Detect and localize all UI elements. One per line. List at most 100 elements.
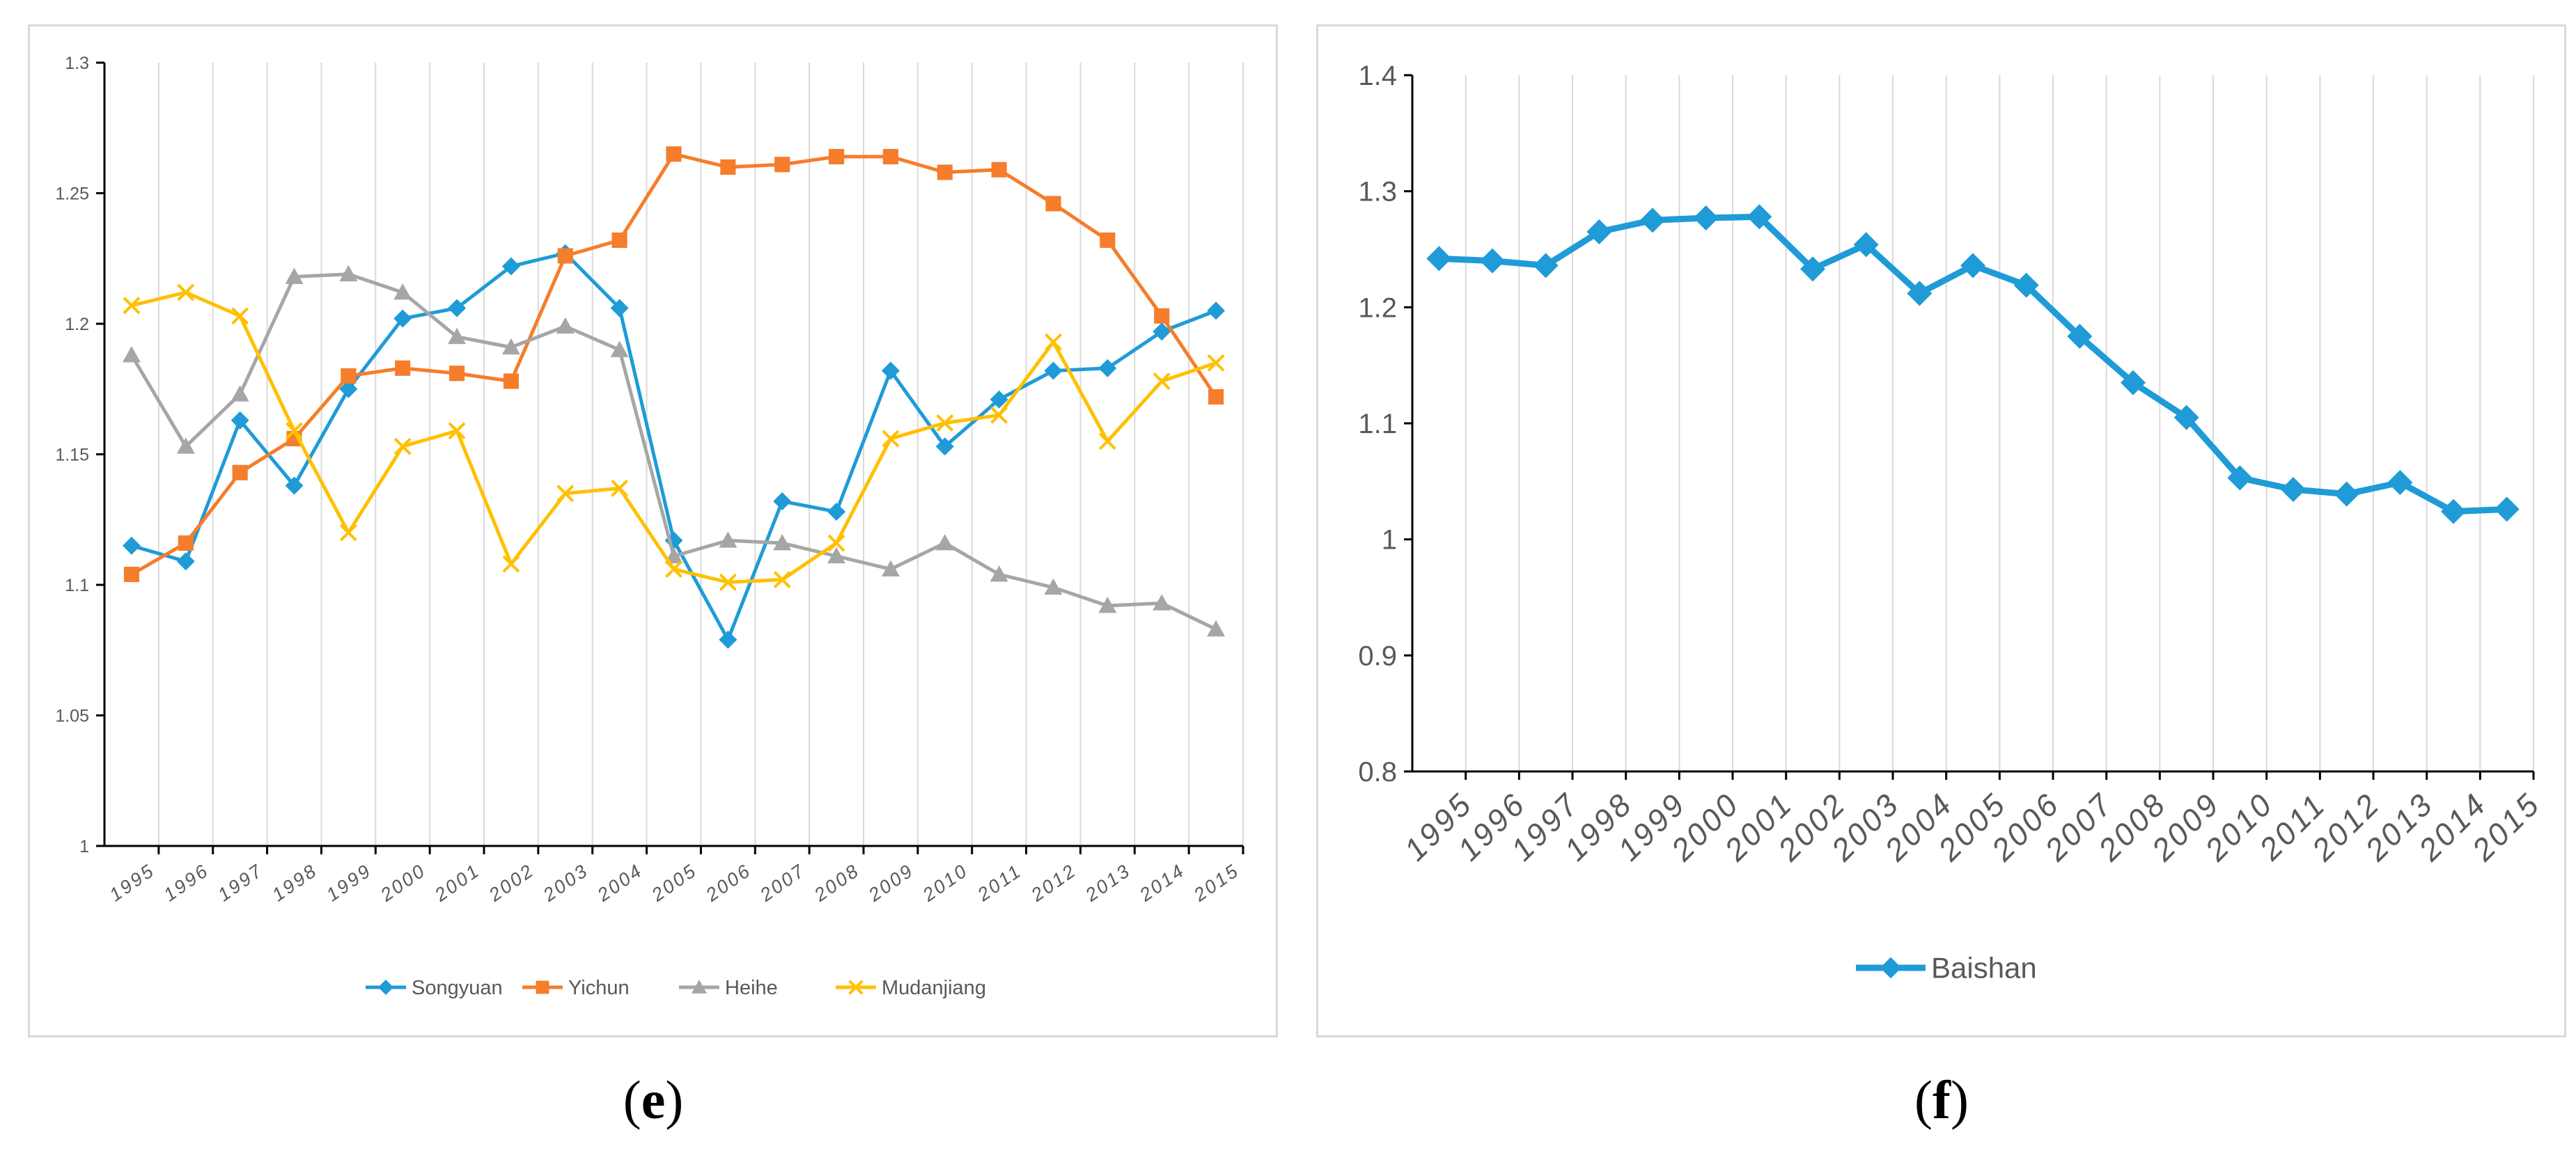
series-line bbox=[130, 272, 1218, 632]
data-point bbox=[719, 531, 737, 548]
legend-label: Yichun bbox=[568, 977, 630, 999]
data-point bbox=[501, 257, 520, 276]
data-point bbox=[2173, 405, 2199, 430]
x-tick-label: 2009 bbox=[864, 860, 918, 906]
legend-label: Songyuan bbox=[412, 977, 503, 999]
x-tick-label: 2001 bbox=[430, 860, 484, 906]
data-point bbox=[882, 148, 898, 165]
data-point bbox=[829, 148, 845, 165]
legend-label: Heihe bbox=[725, 977, 778, 999]
data-point bbox=[393, 283, 412, 300]
data-point bbox=[1044, 578, 1063, 595]
data-point bbox=[1044, 361, 1063, 380]
x-tick-label: 2014 bbox=[1135, 860, 1189, 906]
data-point bbox=[339, 379, 358, 398]
legend-marker bbox=[377, 979, 394, 996]
y-tick-label: 1.2 bbox=[65, 315, 89, 334]
x-tick-label: 2011 bbox=[973, 860, 1025, 905]
data-point bbox=[1693, 205, 1719, 230]
data-point bbox=[1154, 308, 1170, 324]
data-point bbox=[937, 164, 953, 180]
data-point bbox=[176, 437, 195, 454]
data-point bbox=[231, 307, 249, 325]
data-point bbox=[393, 309, 412, 328]
legend-label: Baishan bbox=[1931, 952, 2037, 985]
legend-marker bbox=[1880, 957, 1902, 979]
x-tick-label: 2000 bbox=[376, 860, 430, 906]
legend-item-heihe: Heihe bbox=[679, 977, 778, 999]
data-point bbox=[936, 414, 954, 432]
data-point bbox=[1045, 333, 1062, 351]
x-tick-label: 1996 bbox=[159, 860, 212, 906]
data-point bbox=[123, 566, 139, 583]
data-point bbox=[339, 524, 357, 542]
caption-e: (e) bbox=[623, 1069, 684, 1130]
data-point bbox=[341, 368, 357, 384]
x-tick-label: 1999 bbox=[322, 860, 375, 906]
data-point bbox=[2387, 470, 2413, 495]
data-point bbox=[1747, 204, 1772, 230]
data-point bbox=[1640, 207, 1665, 233]
x-tick-label: 1995 bbox=[106, 860, 159, 906]
data-point bbox=[448, 422, 466, 440]
data-point bbox=[1207, 301, 1226, 320]
y-tick-label: 1.3 bbox=[1358, 177, 1397, 207]
data-point bbox=[1907, 281, 1933, 306]
data-point bbox=[448, 299, 467, 317]
data-point bbox=[827, 547, 846, 564]
x-tick-label: 1998 bbox=[268, 860, 321, 906]
legend-item-yichun: Yichun bbox=[522, 977, 630, 999]
data-point bbox=[2334, 481, 2359, 507]
x-tick-label: 2002 bbox=[485, 860, 538, 906]
y-tick-label: 1.3 bbox=[65, 54, 89, 73]
data-point bbox=[1480, 248, 1505, 274]
data-point bbox=[719, 630, 737, 649]
data-point bbox=[232, 464, 248, 480]
x-tick-label: 2004 bbox=[593, 860, 647, 906]
data-point bbox=[881, 361, 900, 380]
data-point bbox=[1153, 594, 1171, 611]
data-point bbox=[1426, 246, 1452, 272]
data-point bbox=[2441, 499, 2466, 524]
data-point bbox=[611, 479, 629, 497]
y-tick-label: 1.15 bbox=[55, 445, 89, 464]
data-point bbox=[1207, 620, 1226, 637]
data-point bbox=[2494, 496, 2520, 522]
data-point bbox=[2013, 272, 2039, 298]
data-point bbox=[178, 535, 194, 551]
y-tick-label: 1.25 bbox=[55, 184, 89, 203]
y-tick-label: 0.9 bbox=[1358, 641, 1397, 671]
x-tick-label: 2013 bbox=[1081, 860, 1134, 906]
data-point bbox=[122, 346, 141, 363]
data-point bbox=[393, 437, 412, 455]
data-point bbox=[611, 232, 627, 249]
data-point bbox=[501, 338, 520, 355]
data-point bbox=[176, 552, 195, 571]
series-yichun bbox=[123, 146, 1224, 583]
data-point bbox=[1533, 253, 1559, 279]
x-tick-label: 2006 bbox=[701, 860, 755, 906]
data-point bbox=[881, 560, 900, 576]
data-point bbox=[1960, 253, 1985, 279]
legend-item-baishan: Baishan bbox=[1856, 952, 2037, 985]
data-point bbox=[666, 146, 682, 162]
data-point bbox=[1098, 597, 1117, 613]
data-point bbox=[2067, 324, 2093, 349]
data-point bbox=[827, 534, 845, 552]
data-point bbox=[935, 534, 954, 551]
data-point bbox=[774, 157, 790, 173]
data-point bbox=[990, 565, 1008, 582]
x-tick-label: 2010 bbox=[919, 860, 972, 906]
legend-marker bbox=[848, 980, 864, 995]
data-point bbox=[123, 297, 141, 315]
y-tick-label: 1.2 bbox=[1358, 292, 1397, 323]
x-tick-label: 2015 bbox=[1189, 860, 1243, 906]
data-point bbox=[720, 159, 736, 175]
legend-item-songyuan: Songyuan bbox=[366, 977, 503, 999]
data-point bbox=[285, 267, 304, 284]
data-point bbox=[339, 265, 358, 282]
legend-marker bbox=[691, 979, 708, 994]
data-point bbox=[1207, 354, 1225, 372]
data-point bbox=[1098, 359, 1117, 377]
